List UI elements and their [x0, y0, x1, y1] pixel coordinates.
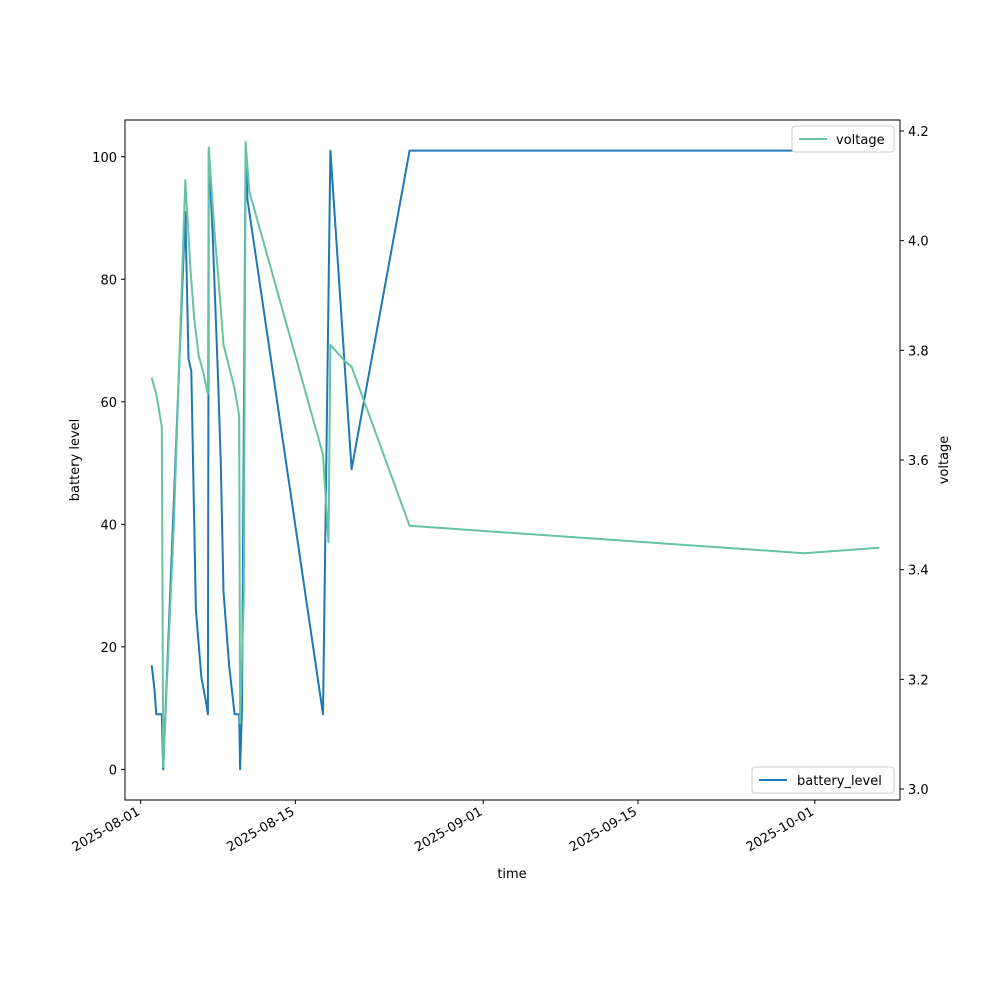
y-axis-right-label: voltage: [937, 436, 952, 485]
y-axis-left-label: battery level: [68, 419, 83, 502]
y-right-tick-label-6: 4.2: [908, 125, 929, 140]
y-right-tick-label-3: 3.6: [908, 454, 929, 469]
y-left-tick-label-0: 0: [109, 763, 117, 778]
y-left-tick-label-1: 20: [100, 641, 117, 656]
y-right-tick-label-0: 3.0: [908, 783, 929, 798]
y-right-tick-label-1: 3.2: [908, 673, 929, 688]
y-right-tick-label-5: 4.0: [908, 235, 929, 250]
y-right-tick-label-2: 3.4: [908, 564, 929, 579]
x-tick-label-2: 2025-09-01: [412, 804, 485, 855]
legend-voltage: voltage: [791, 125, 895, 153]
legend-voltage-label: voltage: [836, 133, 885, 148]
y-left-tick-label-2: 40: [100, 518, 117, 533]
x-tick-label-0: 2025-08-01: [70, 804, 143, 855]
x-tick-label-3: 2025-09-15: [567, 804, 640, 855]
series-line-battery-level: [150, 149, 880, 771]
series-layer: [150, 140, 880, 771]
legend-battery-level-label: battery_level: [797, 774, 882, 789]
x-tick-label-4: 2025-10-01: [744, 804, 817, 855]
x-tick-label-1: 2025-08-15: [224, 804, 297, 855]
axis-layer: 2025-08-01 2025-08-15 2025-09-01 2025-09-15…: [70, 125, 929, 855]
x-axis-label: time: [497, 867, 526, 882]
y-right-tick-label-4: 3.8: [908, 344, 929, 359]
series-line-voltage: [150, 140, 880, 769]
legend-battery-level: battery_level: [751, 766, 895, 794]
y-left-tick-label-3: 60: [100, 396, 117, 411]
y-left-tick-label-5: 100: [92, 151, 117, 166]
y-left-tick-label-4: 80: [100, 273, 117, 288]
